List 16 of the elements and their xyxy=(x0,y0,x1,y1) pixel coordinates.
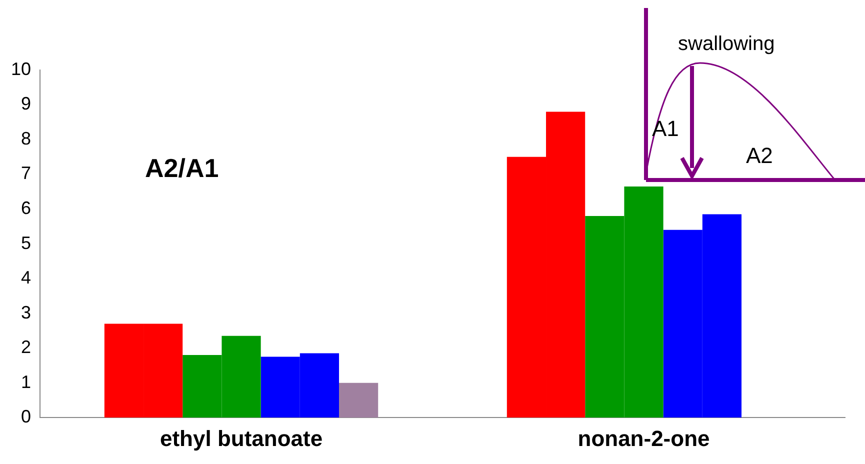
annotation: A2/A1 xyxy=(145,153,219,184)
x-tick-label: nonan-2-one xyxy=(578,426,710,451)
y-tick-label: 8 xyxy=(21,128,32,148)
annotation: A2 xyxy=(746,143,773,168)
y-tick-label: 9 xyxy=(21,94,32,114)
y-tick-label: 4 xyxy=(21,268,32,288)
y-tick-label: 5 xyxy=(21,232,32,253)
y-tick-label: 2 xyxy=(21,337,32,358)
bar xyxy=(339,382,378,418)
y-tick-label: 0 xyxy=(21,406,32,427)
y-tick-label: 6 xyxy=(21,198,32,218)
x-tick-label: ethyl butanoate xyxy=(160,426,323,451)
y-tick-label: 10 xyxy=(10,58,32,79)
y-tick-label: 3 xyxy=(21,302,32,322)
y-tick-label: 7 xyxy=(21,163,32,184)
y-tick-label: 1 xyxy=(21,372,32,392)
